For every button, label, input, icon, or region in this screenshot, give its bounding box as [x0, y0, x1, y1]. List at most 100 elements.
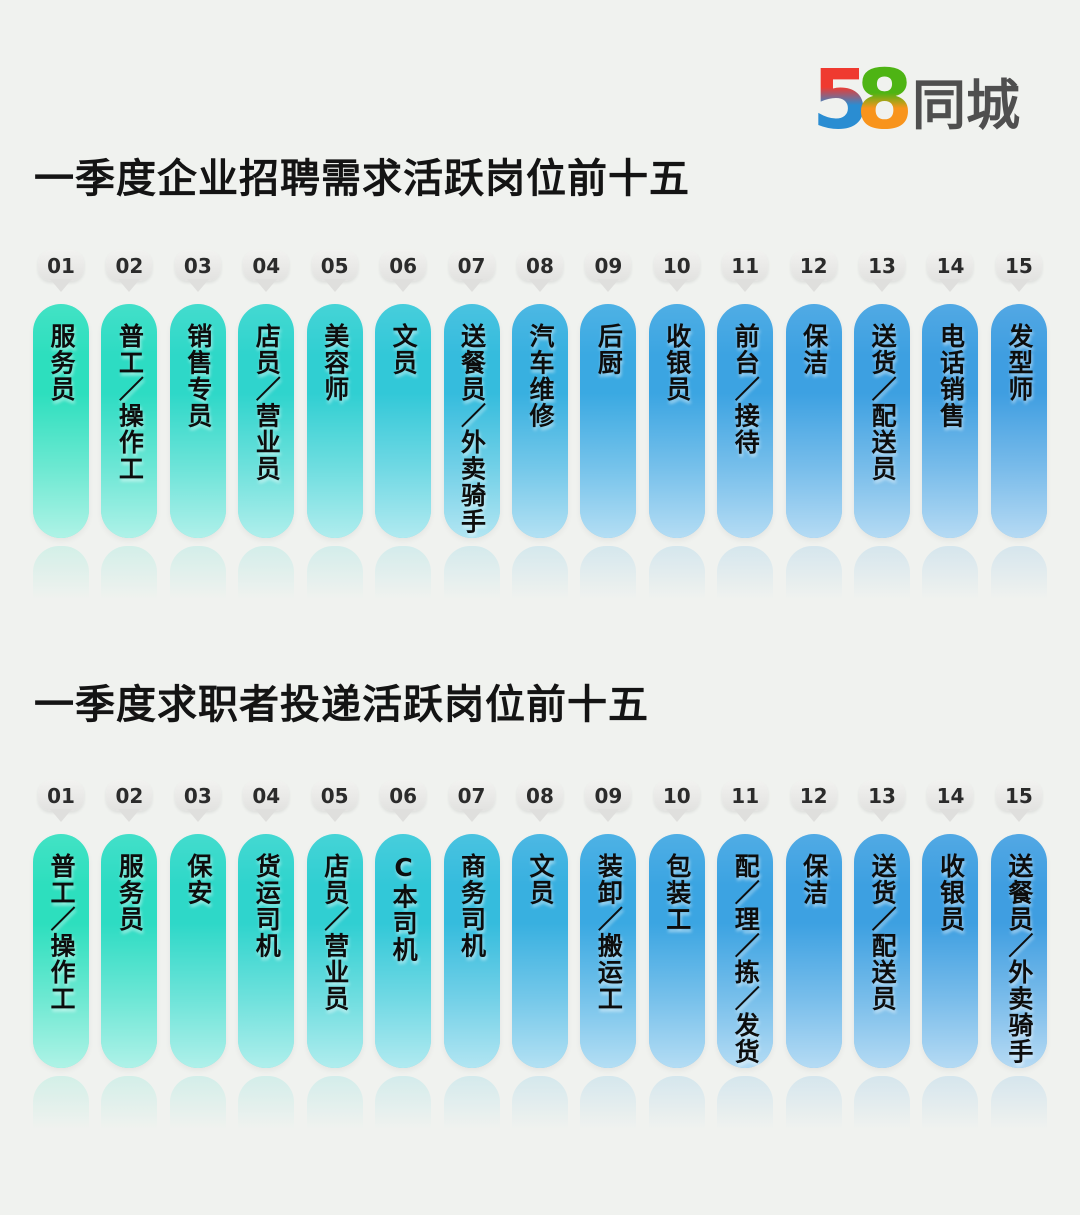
job-pill: 保洁: [785, 304, 842, 538]
job-pill: 保洁: [785, 834, 842, 1068]
rank-badge: 14: [927, 780, 974, 822]
bubble-tail-icon: [186, 809, 209, 822]
pill-reflection: [511, 546, 568, 604]
bubble-tail-icon: [118, 279, 141, 292]
pill-reflection: [101, 546, 158, 604]
rank-number: 15: [1004, 253, 1033, 278]
job-label: 送货／配送员: [868, 323, 898, 482]
pill-reflection: [717, 546, 774, 604]
rank-number: 12: [799, 253, 828, 278]
job-label: 保洁: [799, 853, 829, 906]
logo-digit-5: 5: [812, 62, 869, 138]
bubble-tail-icon: [871, 279, 894, 292]
job-pill: 电话销售: [922, 304, 979, 538]
bubble-tail-icon: [392, 809, 415, 822]
rank-column: 15 送餐员／外卖骑手: [990, 780, 1047, 1134]
rank-badge: 13: [859, 780, 906, 822]
rank-badge: 10: [653, 250, 700, 292]
bubble-tail-icon: [460, 279, 483, 292]
pill-reflection: [443, 546, 500, 604]
bubble-tail-icon: [118, 809, 141, 822]
job-pill: 后厨: [580, 304, 637, 538]
rank-column: 02 服务员: [101, 780, 158, 1134]
rank-number: 05: [320, 253, 349, 278]
section-title-recruitment-demand: 一季度企业招聘需求活跃岗位前十五: [34, 156, 690, 202]
rank-number: 07: [457, 253, 486, 278]
job-label: 前台／接待: [731, 323, 761, 456]
pill-reflection: [854, 546, 911, 604]
job-pill: 装卸／搬运工: [580, 834, 637, 1068]
job-pill: 送货／配送员: [854, 834, 911, 1068]
bubble-tail-icon: [597, 279, 620, 292]
rank-number: 09: [594, 253, 623, 278]
rank-badge: 04: [243, 780, 290, 822]
pill-reflection: [922, 546, 979, 604]
rank-number: 08: [526, 783, 554, 808]
rank-number: 01: [47, 253, 75, 278]
pill-reflection: [238, 546, 295, 604]
pill-reflection: [854, 1076, 911, 1134]
bubble-tail-icon: [323, 279, 346, 292]
bubble-tail-icon: [528, 279, 551, 292]
job-pill: 前台／接待: [717, 304, 774, 538]
pill-reflection: [101, 1076, 158, 1134]
rank-column: 14 收银员: [922, 780, 979, 1134]
job-label: 发型师: [1004, 323, 1034, 403]
pill-reflection: [580, 546, 637, 604]
bubble-tail-icon: [802, 809, 825, 822]
pill-reflection: [785, 1076, 842, 1134]
job-label: 后厨: [594, 323, 624, 376]
job-pill: 文员: [375, 304, 432, 538]
job-label: 包装工: [662, 853, 692, 933]
job-label: 服务员: [47, 323, 76, 403]
job-pill: C本司机: [375, 834, 432, 1068]
job-label: 普工／操作工: [115, 323, 145, 482]
rank-badge: 12: [790, 250, 837, 292]
rank-number: 14: [936, 253, 965, 278]
job-pill: 货运司机: [238, 834, 295, 1068]
pill-reflection: [443, 1076, 500, 1134]
pill-reflection: [33, 546, 89, 604]
logo-digit-8: 8: [856, 62, 913, 138]
rank-column: 08 汽车维修: [511, 250, 568, 604]
rank-column: 05 美容师: [306, 250, 363, 604]
rank-badge: 04: [243, 250, 290, 292]
job-label: 店员／营业员: [252, 323, 282, 482]
job-pill: 送餐员／外卖骑手: [990, 834, 1047, 1068]
bubble-tail-icon: [734, 279, 757, 292]
logo-wordmark: 同城: [912, 74, 1020, 137]
rank-number: 05: [320, 783, 349, 808]
pill-reflection: [922, 1076, 979, 1134]
job-pill: 送货／配送员: [854, 304, 911, 538]
job-label: 文员: [389, 323, 419, 376]
pill-reflection: [785, 546, 842, 604]
job-label: 汽车维修: [525, 323, 555, 429]
rank-column: 08 文员: [511, 780, 568, 1134]
rank-number: 11: [731, 253, 760, 278]
rank-number: 13: [868, 253, 896, 278]
rank-badge: 01: [38, 250, 84, 292]
rank-badge: 05: [311, 250, 358, 292]
job-pill: 送餐员／外卖骑手: [443, 304, 500, 538]
pill-reflection: [306, 546, 363, 604]
job-pill: 保安: [169, 834, 226, 1068]
job-pill: 服务员: [33, 304, 89, 538]
rank-column: 07 商务司机: [443, 780, 500, 1134]
job-label: 电话销售: [936, 323, 966, 429]
rank-number: 14: [936, 783, 965, 808]
bubble-tail-icon: [392, 279, 415, 292]
rank-badge: 01: [38, 780, 84, 822]
rank-number: 02: [115, 253, 144, 278]
job-pill: 服务员: [101, 834, 158, 1068]
rank-badge: 13: [859, 250, 906, 292]
job-pill: 销售专员: [169, 304, 226, 538]
rank-number: 06: [389, 253, 418, 278]
bubble-tail-icon: [255, 279, 278, 292]
rank-number: 08: [526, 253, 554, 278]
rank-column: 03 保安: [169, 780, 226, 1134]
rank-column: 09 装卸／搬运工: [580, 780, 637, 1134]
job-pill: 配／理／拣／发货: [717, 834, 774, 1068]
rank-badge: 07: [448, 250, 495, 292]
rank-badge: 15: [995, 780, 1042, 822]
rank-column: 14 电话销售: [922, 250, 979, 604]
